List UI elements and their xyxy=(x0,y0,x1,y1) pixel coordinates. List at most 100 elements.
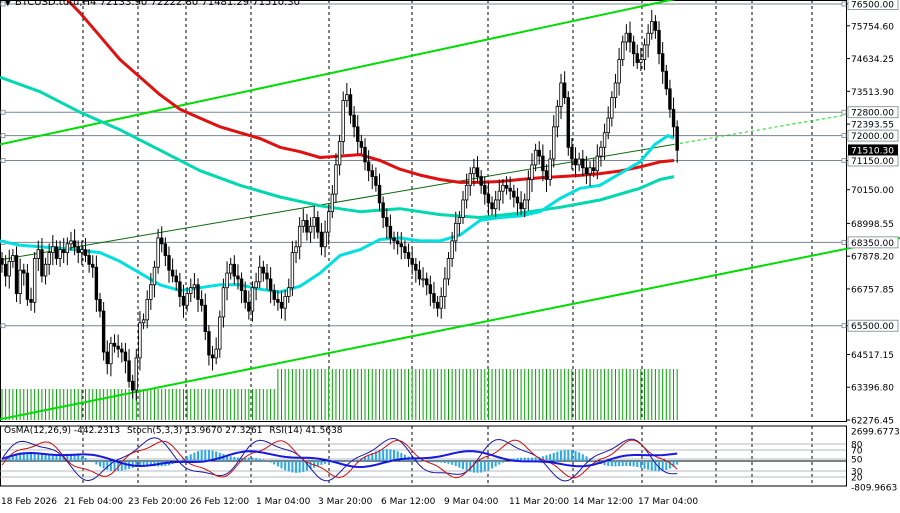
candle-body xyxy=(337,141,342,166)
candle xyxy=(414,257,418,283)
candle-body xyxy=(457,217,462,224)
candle xyxy=(454,211,458,252)
current-price-label: 71510.30 xyxy=(851,146,894,156)
level-handle xyxy=(0,323,6,329)
candle-body xyxy=(519,202,523,210)
candle-body xyxy=(98,298,102,312)
candle-body xyxy=(497,190,502,201)
candle-body xyxy=(105,351,109,365)
candle xyxy=(457,211,462,236)
level-handle xyxy=(841,239,847,245)
candle xyxy=(69,231,73,251)
candle xyxy=(406,243,411,267)
candle xyxy=(530,153,534,193)
candle xyxy=(105,340,109,375)
candle xyxy=(526,170,531,211)
candle-body xyxy=(11,255,15,262)
candle-body xyxy=(76,246,80,254)
candle-body xyxy=(562,82,567,98)
candle xyxy=(548,149,552,186)
price-tick-label: 70150.00 xyxy=(851,186,894,196)
candle xyxy=(174,269,178,291)
candle xyxy=(657,21,661,65)
candle-body xyxy=(218,316,222,350)
candle-body xyxy=(508,187,512,192)
candle xyxy=(519,191,523,216)
candle-body xyxy=(72,240,77,248)
candle-body xyxy=(283,296,287,309)
candle-body xyxy=(87,255,91,265)
candle-body xyxy=(272,290,276,300)
candle xyxy=(149,273,153,310)
candle-body xyxy=(123,351,128,362)
candle xyxy=(646,24,650,58)
candle-body xyxy=(25,272,30,300)
candle xyxy=(290,240,295,297)
candle-body xyxy=(174,275,178,283)
time-axis-label: 9 Mar 04:00 xyxy=(444,497,499,507)
candle-body xyxy=(228,263,233,274)
candle-body xyxy=(247,301,251,312)
candle xyxy=(566,91,570,156)
collapse-arrow-icon[interactable]: ▼ xyxy=(4,0,12,8)
candle xyxy=(435,295,440,317)
candle xyxy=(163,237,168,267)
candle xyxy=(3,255,8,287)
candle xyxy=(250,281,255,322)
candle xyxy=(101,302,106,361)
candle-body xyxy=(588,167,592,175)
candle xyxy=(65,237,70,266)
candle-body xyxy=(377,184,382,204)
candle-body xyxy=(254,281,258,289)
candle xyxy=(47,243,51,275)
candle-body xyxy=(664,70,668,90)
candle xyxy=(116,334,120,358)
candle xyxy=(533,143,538,172)
candle-body xyxy=(388,225,393,239)
candle-body xyxy=(599,146,603,157)
candle-body xyxy=(374,176,378,186)
candle-body xyxy=(301,220,305,227)
level-handle xyxy=(0,1,6,7)
candle-body xyxy=(83,249,88,256)
candle xyxy=(261,260,266,282)
candle xyxy=(316,211,320,239)
candle xyxy=(265,264,269,290)
candle-body xyxy=(0,258,4,265)
candle xyxy=(305,213,309,241)
candle xyxy=(504,176,509,195)
candle-body xyxy=(214,348,218,359)
candle-body xyxy=(435,301,440,309)
candle-body xyxy=(312,217,316,227)
candle-body xyxy=(196,284,200,300)
candle xyxy=(388,214,393,245)
candle-body xyxy=(80,249,84,254)
candle-body xyxy=(403,246,407,254)
candle xyxy=(512,184,516,208)
level-handle xyxy=(841,133,847,139)
candle-body xyxy=(134,357,139,391)
candle xyxy=(588,161,592,187)
candle-body xyxy=(475,167,480,177)
candle-body xyxy=(631,41,636,55)
candle-body xyxy=(65,243,70,254)
candle-body xyxy=(160,237,164,245)
stoch-readout: Stoch(5,3,3) 13.9670 27.3261 xyxy=(127,426,263,436)
candle-body xyxy=(410,258,414,265)
candle xyxy=(417,261,422,286)
candle-body xyxy=(294,246,298,254)
level-price-tag xyxy=(847,106,899,119)
candle xyxy=(189,278,193,303)
candle xyxy=(98,292,102,318)
candle xyxy=(432,281,436,309)
candle xyxy=(94,255,99,312)
candle-body xyxy=(595,155,600,172)
candle xyxy=(14,246,19,303)
candle xyxy=(472,158,476,187)
candle-body xyxy=(232,263,237,277)
candle xyxy=(287,278,291,303)
price-tick-label: 63396.80 xyxy=(851,384,894,394)
candle xyxy=(54,240,59,265)
candle xyxy=(127,349,131,388)
